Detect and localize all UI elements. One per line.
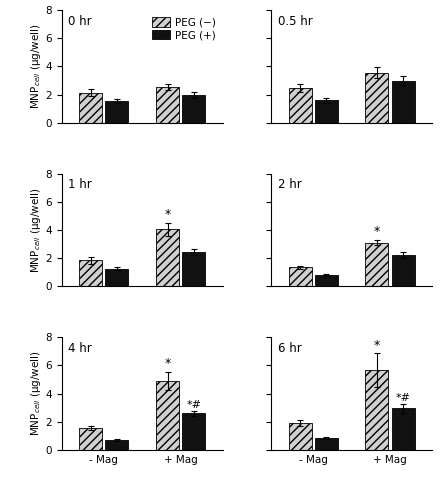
Bar [366, 242, 389, 286]
Text: *: * [374, 226, 380, 238]
Bar [182, 252, 205, 286]
Bar [315, 275, 338, 286]
Text: 1 hr: 1 hr [68, 178, 92, 191]
Text: 4 hr: 4 hr [68, 342, 92, 354]
Bar [392, 80, 415, 123]
Text: 2 hr: 2 hr [277, 178, 301, 191]
Text: *#: *# [396, 393, 411, 403]
Text: *: * [374, 338, 380, 351]
Bar [79, 92, 102, 123]
Bar [156, 87, 179, 123]
Bar [315, 438, 338, 450]
Text: 0.5 hr: 0.5 hr [277, 14, 312, 28]
Bar [182, 94, 205, 123]
Bar [366, 370, 389, 450]
Y-axis label: MNP$_{cell}$ (μg/well): MNP$_{cell}$ (μg/well) [29, 187, 43, 273]
Bar [289, 268, 312, 286]
Bar [105, 101, 128, 123]
Bar [156, 381, 179, 450]
Bar [79, 260, 102, 286]
Bar [289, 88, 312, 123]
Legend: PEG (−), PEG (+): PEG (−), PEG (+) [149, 15, 217, 42]
Bar [392, 254, 415, 286]
Text: *#: *# [186, 400, 201, 409]
Bar [156, 230, 179, 286]
Text: 6 hr: 6 hr [277, 342, 301, 354]
Bar [289, 423, 312, 450]
Text: *: * [164, 357, 171, 370]
Bar [105, 440, 128, 450]
Text: *: * [164, 208, 171, 222]
Y-axis label: MNP$_{cell}$ (μg/well): MNP$_{cell}$ (μg/well) [29, 24, 43, 109]
Bar [79, 428, 102, 450]
Bar [315, 100, 338, 123]
Bar [182, 414, 205, 450]
Bar [366, 73, 389, 123]
Bar [105, 269, 128, 286]
Text: 0 hr: 0 hr [68, 14, 92, 28]
Y-axis label: MNP$_{cell}$ (μg/well): MNP$_{cell}$ (μg/well) [29, 351, 43, 436]
Bar [392, 408, 415, 450]
